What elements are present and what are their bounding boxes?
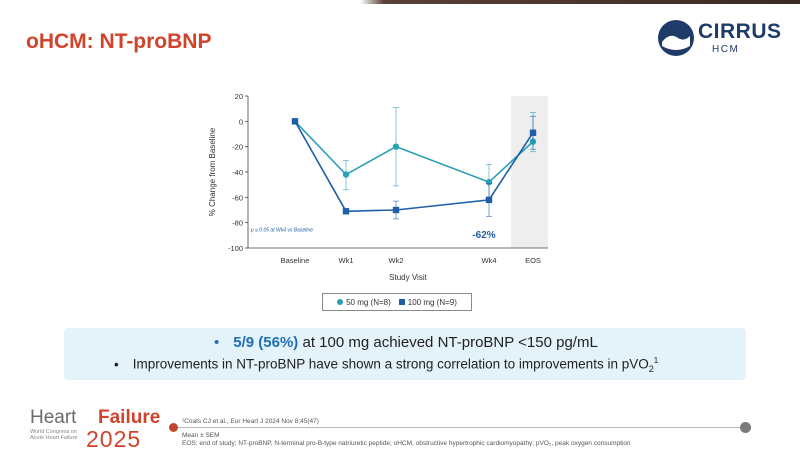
series-line-100mg	[294, 120, 534, 213]
brand-failure: Failure	[98, 407, 161, 428]
bullet2-text: Improvements in NT-proBNP have shown a s…	[132, 356, 649, 372]
chart-axes: 20 0 -20 -40 -60 -80 -100 Baseline Wk1 Wk2 Wk4 EOS	[228, 92, 548, 265]
y-tick-label: -80	[232, 219, 243, 228]
y-tick-label: 0	[239, 117, 243, 126]
bullet2-footnote-ref: 1	[653, 356, 659, 365]
y-tick-label: 20	[235, 92, 243, 101]
x-tick-label: Baseline	[281, 256, 310, 265]
x-tick-label: Wk2	[389, 256, 404, 265]
bullet1-text: at 100 mg achieved NT-proBNP <150 pg/mL	[298, 334, 598, 351]
video-progress-track[interactable]	[178, 427, 746, 428]
x-tick-label: Wk4	[482, 256, 497, 265]
nt-probnp-chart: 20 0 -20 -40 -60 -80 -100 Baseline Wk1 Wk2 Wk4 EOS …	[190, 86, 560, 291]
logo-subtitle: HCM	[712, 44, 740, 55]
chart-series	[291, 106, 537, 220]
y-tick-label: -20	[232, 143, 243, 152]
bullet1-highlight: 5/9 (56%)	[233, 334, 299, 351]
x-axis-label: Study Visit	[389, 273, 427, 282]
data-point-100mg	[485, 196, 493, 204]
data-point-50mg	[392, 143, 400, 150]
cirrus-emblem-icon	[658, 20, 694, 56]
data-point-100mg	[529, 129, 537, 136]
y-tick-label: -60	[232, 193, 243, 202]
data-point-100mg	[392, 206, 400, 214]
data-point-100mg	[291, 118, 299, 125]
brand-heart: Heart	[30, 407, 77, 428]
bullet2-subscript: 2	[648, 364, 654, 375]
logo-word: CIRRUS	[698, 20, 782, 43]
data-point-50mg	[342, 171, 350, 178]
slide-title: oHCM: NT-proBNP	[26, 30, 212, 53]
wk4-percent-label: -62%	[472, 230, 495, 241]
chart-legend: 50 mg (N=8) 100 mg (N=9)	[322, 293, 472, 311]
cirrus-logo: CIRRUS HCM	[654, 16, 794, 60]
footnote-abbreviations: EOS: end of study; NT-proBNP, N-terminal…	[182, 440, 631, 447]
bullet-icon: •	[214, 334, 220, 351]
brand-year: 2025	[86, 426, 142, 452]
y-tick-label: -100	[228, 244, 243, 253]
video-progress-knob[interactable]	[740, 422, 751, 433]
footnote-reference: ¹Coats CJ et al., Eur Heart J 2024 Nov 8…	[182, 418, 319, 425]
legend-item-50mg: 50 mg (N=8)	[337, 298, 391, 307]
y-tick-label: -40	[232, 168, 243, 177]
heart-failure-2025-logo: Heart Failure World Congress on Acute He…	[30, 407, 180, 453]
circle-marker-icon	[337, 299, 344, 305]
legend-label-100mg: 100 mg (N=9)	[407, 297, 457, 307]
summary-bullet-1: • 5/9 (56%) at 100 mg achieved NT-proBNP …	[214, 334, 598, 351]
legend-label-50mg: 50 mg (N=8)	[346, 297, 391, 307]
y-axis-label: % Change from Baseline	[208, 127, 217, 216]
eos-shaded-region	[511, 96, 548, 248]
square-marker-icon	[398, 299, 405, 305]
summary-panel: • 5/9 (56%) at 100 mg achieved NT-proBNP …	[64, 328, 746, 380]
brand-subtitle: World Congress on Acute Heart Failure	[30, 429, 78, 441]
footnote-mean-sem: Mean ± SEM	[182, 432, 220, 439]
series-line-50mg	[294, 120, 534, 184]
top-accent-bar	[0, 0, 800, 4]
bullet-icon: •	[114, 356, 119, 372]
p-value-note: p ≤ 0.05 at Wk4 vs Baseline	[250, 228, 313, 234]
data-point-100mg	[342, 208, 350, 215]
progress-start-dot	[169, 423, 178, 432]
x-tick-label: Wk1	[339, 256, 354, 265]
x-tick-label: EOS	[525, 256, 541, 265]
summary-bullet-2: • Improvements in NT-proBNP have shown a …	[114, 356, 658, 374]
legend-item-100mg: 100 mg (N=9)	[398, 297, 457, 307]
